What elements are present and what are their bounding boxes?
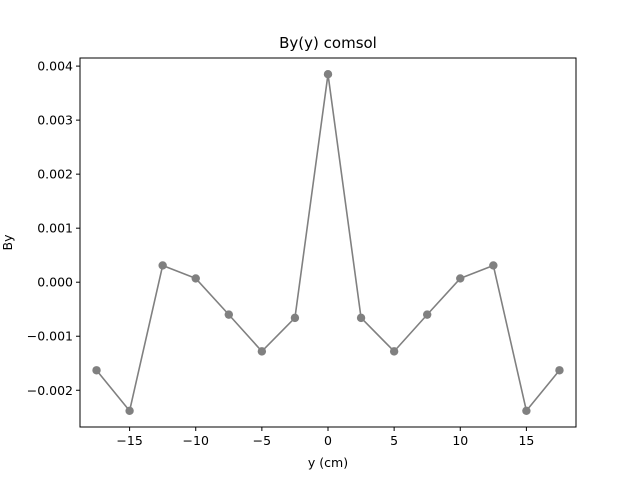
chart-title: By(y) comsol	[279, 34, 377, 52]
data-point	[257, 347, 267, 356]
plot-frame	[79, 57, 577, 428]
data-point	[290, 313, 300, 323]
y-tick-label: 0.000	[37, 275, 73, 290]
data-point	[389, 347, 399, 356]
y-tick-label: 0.002	[37, 167, 73, 182]
x-tick-label: 0	[324, 433, 332, 448]
data-point	[125, 406, 134, 415]
x-tick-label: −15	[116, 433, 142, 448]
data-point	[423, 310, 432, 319]
data-point	[323, 70, 333, 79]
x-tick-label: 10	[452, 433, 468, 448]
data-point	[456, 274, 465, 283]
x-tick-label: −10	[183, 433, 209, 448]
y-tick-label: 0.004	[37, 59, 73, 74]
y-tick-label: 0.001	[37, 221, 73, 236]
data-point	[555, 366, 564, 375]
data-point	[356, 313, 366, 323]
plot-area: −15 −10 −5 0 5 10 15 −0.002 −0.001 0.000 0.001 0.00…	[27, 59, 564, 448]
series-line	[95, 73, 561, 412]
x-tick-label: −5	[253, 433, 271, 448]
data-point	[158, 261, 167, 270]
y-axis-label: By	[0, 234, 15, 251]
x-axis-label: y (cm)	[308, 455, 348, 470]
data-point	[224, 310, 233, 319]
y-tick-label: −0.001	[27, 329, 73, 344]
x-tick-label: 5	[390, 433, 398, 448]
y-tick-label: −0.002	[27, 383, 73, 398]
data-point	[522, 406, 531, 415]
y-tick-label: 0.003	[37, 113, 73, 128]
x-tick-label: 15	[518, 433, 534, 448]
data-point	[191, 274, 200, 283]
data-point	[92, 366, 101, 375]
data-point	[489, 261, 498, 270]
